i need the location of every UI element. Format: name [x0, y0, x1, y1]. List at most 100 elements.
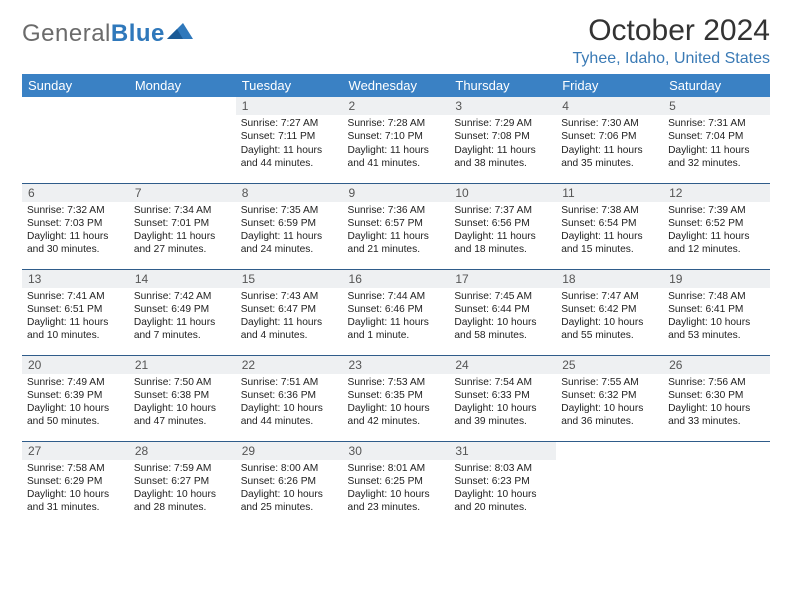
sunrise-text: Sunrise: 7:34 AM [134, 204, 231, 217]
day-details: Sunrise: 7:58 AMSunset: 6:29 PMDaylight:… [22, 460, 129, 519]
day-number: 18 [556, 270, 663, 288]
sunset-text: Sunset: 7:10 PM [348, 130, 445, 143]
sunset-text: Sunset: 7:04 PM [668, 130, 765, 143]
sunset-text: Sunset: 6:39 PM [27, 389, 124, 402]
daylight-text: Daylight: 10 hours and 33 minutes. [668, 402, 765, 429]
day-details: Sunrise: 7:55 AMSunset: 6:32 PMDaylight:… [556, 374, 663, 433]
day-number: 22 [236, 356, 343, 374]
sunset-text: Sunset: 7:08 PM [454, 130, 551, 143]
calendar-cell: 17Sunrise: 7:45 AMSunset: 6:44 PMDayligh… [449, 269, 556, 355]
sunrise-text: Sunrise: 7:59 AM [134, 462, 231, 475]
calendar-cell: 27Sunrise: 7:58 AMSunset: 6:29 PMDayligh… [22, 441, 129, 527]
sunset-text: Sunset: 6:41 PM [668, 303, 765, 316]
sunset-text: Sunset: 6:52 PM [668, 217, 765, 230]
daylight-text: Daylight: 11 hours and 32 minutes. [668, 144, 765, 171]
day-details: Sunrise: 7:41 AMSunset: 6:51 PMDaylight:… [22, 288, 129, 347]
daylight-text: Daylight: 11 hours and 44 minutes. [241, 144, 338, 171]
calendar-cell: 16Sunrise: 7:44 AMSunset: 6:46 PMDayligh… [343, 269, 450, 355]
daylight-text: Daylight: 11 hours and 18 minutes. [454, 230, 551, 257]
sunrise-text: Sunrise: 7:29 AM [454, 117, 551, 130]
sunset-text: Sunset: 6:51 PM [27, 303, 124, 316]
sunset-text: Sunset: 6:33 PM [454, 389, 551, 402]
daylight-text: Daylight: 11 hours and 7 minutes. [134, 316, 231, 343]
calendar-row: ....1Sunrise: 7:27 AMSunset: 7:11 PMDayl… [22, 97, 770, 183]
calendar-cell: .. [556, 441, 663, 527]
calendar-cell: 26Sunrise: 7:56 AMSunset: 6:30 PMDayligh… [663, 355, 770, 441]
logo-triangle-icon [167, 21, 193, 41]
day-details: Sunrise: 7:36 AMSunset: 6:57 PMDaylight:… [343, 202, 450, 261]
sunset-text: Sunset: 6:30 PM [668, 389, 765, 402]
calendar-cell: .. [129, 97, 236, 183]
weekday-header: Monday [129, 74, 236, 97]
day-number: 3 [449, 97, 556, 115]
day-number: 20 [22, 356, 129, 374]
calendar-cell: 10 Sunrise: 7:37 AMSunset: 6:56 PMDayligh… [449, 183, 556, 269]
sunrise-text: Sunrise: 7:28 AM [348, 117, 445, 130]
day-details: Sunrise: 7:32 AMSunset: 7:03 PMDaylight:… [22, 202, 129, 261]
calendar-row: 27Sunrise: 7:58 AMSunset: 6:29 PMDayligh… [22, 441, 770, 527]
calendar-cell: 31Sunrise: 8:03 AMSunset: 6:23 PMDayligh… [449, 441, 556, 527]
sunset-text: Sunset: 7:01 PM [134, 217, 231, 230]
day-details: Sunrise: 7:59 AMSunset: 6:27 PMDaylight:… [129, 460, 236, 519]
day-number: 27 [22, 442, 129, 460]
day-details: Sunrise: 7:56 AMSunset: 6:30 PMDaylight:… [663, 374, 770, 433]
day-number: 12 [663, 184, 770, 202]
day-number: 28 [129, 442, 236, 460]
sunrise-text: Sunrise: 7:54 AM [454, 376, 551, 389]
calendar-cell: 18Sunrise: 7:47 AMSunset: 6:42 PMDayligh… [556, 269, 663, 355]
sunrise-text: Sunrise: 7:56 AM [668, 376, 765, 389]
day-number: 9 [343, 184, 450, 202]
day-details: Sunrise: 7:51 AMSunset: 6:36 PMDaylight:… [236, 374, 343, 433]
day-details: Sunrise: 7:44 AMSunset: 6:46 PMDaylight:… [343, 288, 450, 347]
sunrise-text: Sunrise: 7:27 AM [241, 117, 338, 130]
daylight-text: Daylight: 11 hours and 35 minutes. [561, 144, 658, 171]
sunset-text: Sunset: 6:44 PM [454, 303, 551, 316]
day-details: Sunrise: 7:43 AMSunset: 6:47 PMDaylight:… [236, 288, 343, 347]
day-number: 14 [129, 270, 236, 288]
sunrise-text: Sunrise: 7:53 AM [348, 376, 445, 389]
day-details: Sunrise: 7:42 AMSunset: 6:49 PMDaylight:… [129, 288, 236, 347]
day-number: 29 [236, 442, 343, 460]
calendar-cell: 15Sunrise: 7:43 AMSunset: 6:47 PMDayligh… [236, 269, 343, 355]
title-block: October 2024 Tyhee, Idaho, United States [573, 14, 770, 68]
calendar-cell: 12Sunrise: 7:39 AMSunset: 6:52 PMDayligh… [663, 183, 770, 269]
sunset-text: Sunset: 6:27 PM [134, 475, 231, 488]
weekday-header: Wednesday [343, 74, 450, 97]
day-number: 11 [556, 184, 663, 202]
sunset-text: Sunset: 6:56 PM [454, 217, 551, 230]
calendar-cell: 28Sunrise: 7:59 AMSunset: 6:27 PMDayligh… [129, 441, 236, 527]
day-number: 5 [663, 97, 770, 115]
calendar-cell: 23Sunrise: 7:53 AMSunset: 6:35 PMDayligh… [343, 355, 450, 441]
sunrise-text: Sunrise: 7:58 AM [27, 462, 124, 475]
sunset-text: Sunset: 7:03 PM [27, 217, 124, 230]
sunrise-text: Sunrise: 7:48 AM [668, 290, 765, 303]
calendar-cell: 19Sunrise: 7:48 AMSunset: 6:41 PMDayligh… [663, 269, 770, 355]
calendar-cell: 8Sunrise: 7:35 AMSunset: 6:59 PMDaylight… [236, 183, 343, 269]
day-number: 26 [663, 356, 770, 374]
day-details: Sunrise: 7:28 AMSunset: 7:10 PMDaylight:… [343, 115, 450, 174]
calendar-cell: 29Sunrise: 8:00 AMSunset: 6:26 PMDayligh… [236, 441, 343, 527]
day-details: Sunrise: 7:34 AMSunset: 7:01 PMDaylight:… [129, 202, 236, 261]
calendar-cell: 20Sunrise: 7:49 AMSunset: 6:39 PMDayligh… [22, 355, 129, 441]
day-details: Sunrise: 7:29 AMSunset: 7:08 PMDaylight:… [449, 115, 556, 174]
day-number: 25 [556, 356, 663, 374]
daylight-text: Daylight: 11 hours and 21 minutes. [348, 230, 445, 257]
day-details: Sunrise: 8:01 AMSunset: 6:25 PMDaylight:… [343, 460, 450, 519]
day-number: 2 [343, 97, 450, 115]
sunrise-text: Sunrise: 7:37 AM [454, 204, 551, 217]
day-number: 6 [22, 184, 129, 202]
day-number: 1 [236, 97, 343, 115]
header: GeneralBlue October 2024 Tyhee, Idaho, U… [22, 14, 770, 68]
day-details: Sunrise: 7:45 AMSunset: 6:44 PMDaylight:… [449, 288, 556, 347]
daylight-text: Daylight: 11 hours and 10 minutes. [27, 316, 124, 343]
sunset-text: Sunset: 6:36 PM [241, 389, 338, 402]
sunrise-text: Sunrise: 7:30 AM [561, 117, 658, 130]
month-title: October 2024 [573, 14, 770, 48]
day-number: 10 [449, 184, 556, 202]
day-number: 17 [449, 270, 556, 288]
weekday-header: Sunday [22, 74, 129, 97]
daylight-text: Daylight: 11 hours and 12 minutes. [668, 230, 765, 257]
calendar-cell: 13Sunrise: 7:41 AMSunset: 6:51 PMDayligh… [22, 269, 129, 355]
day-number: 13 [22, 270, 129, 288]
day-number: 24 [449, 356, 556, 374]
